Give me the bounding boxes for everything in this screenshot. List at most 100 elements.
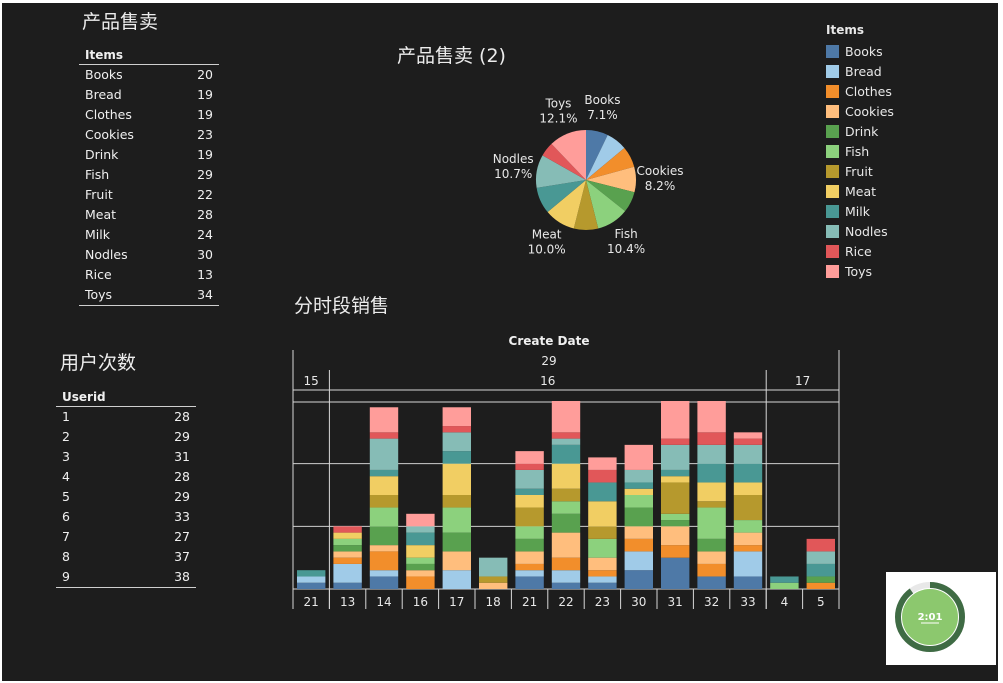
- bar-segment[interactable]: [697, 551, 726, 564]
- bar-segment[interactable]: [333, 532, 362, 539]
- bar-segment[interactable]: [661, 513, 690, 521]
- bar-segment[interactable]: [515, 563, 544, 571]
- legend-item[interactable]: Nodles: [826, 221, 894, 241]
- bar-segment[interactable]: [333, 545, 362, 552]
- legend-item[interactable]: Books: [826, 41, 894, 61]
- bar-segment[interactable]: [515, 507, 544, 527]
- bar-segment[interactable]: [515, 551, 544, 564]
- bar-segment[interactable]: [661, 469, 690, 477]
- bar-segment[interactable]: [733, 463, 763, 483]
- legend-item[interactable]: Milk: [826, 201, 894, 221]
- bar-segment[interactable]: [442, 551, 471, 571]
- bar-segment[interactable]: [806, 576, 835, 583]
- legend-item[interactable]: Drink: [826, 121, 894, 141]
- bar-segment[interactable]: [661, 476, 690, 483]
- bar-segment[interactable]: [551, 444, 581, 464]
- bar-segment[interactable]: [369, 438, 399, 470]
- bar-segment[interactable]: [406, 570, 435, 577]
- bar-segment[interactable]: [442, 407, 471, 427]
- bar-segment[interactable]: [515, 570, 544, 577]
- bar-segment[interactable]: [733, 432, 763, 439]
- bar-segment[interactable]: [369, 576, 399, 589]
- legend-item[interactable]: Meat: [826, 181, 894, 201]
- pie-slice[interactable]: [586, 134, 625, 180]
- bar-segment[interactable]: [406, 557, 435, 564]
- bar-segment[interactable]: [515, 576, 544, 589]
- bar-segment[interactable]: [661, 438, 690, 445]
- timer-widget[interactable]: 2:01: [886, 572, 996, 665]
- bar-segment[interactable]: [297, 582, 326, 589]
- pie-slice[interactable]: [586, 130, 608, 180]
- bar-segment[interactable]: [588, 482, 617, 502]
- bar-segment[interactable]: [442, 426, 471, 433]
- bar-segment[interactable]: [733, 482, 763, 495]
- bar-segment[interactable]: [406, 576, 435, 589]
- bar-segment[interactable]: [406, 545, 435, 558]
- bar-segment[interactable]: [369, 545, 399, 552]
- bar-segment[interactable]: [551, 532, 581, 558]
- bar-segment[interactable]: [479, 576, 508, 583]
- bar-segment[interactable]: [697, 463, 726, 483]
- bar-segment[interactable]: [661, 482, 690, 514]
- bar-segment[interactable]: [588, 570, 617, 577]
- bar-segment[interactable]: [551, 438, 581, 445]
- bar-segment[interactable]: [661, 401, 690, 439]
- bar-segment[interactable]: [588, 501, 617, 527]
- bar-segment[interactable]: [806, 551, 835, 564]
- legend-item[interactable]: Fish: [826, 141, 894, 161]
- bar-segment[interactable]: [697, 482, 726, 502]
- bar-segment[interactable]: [515, 488, 544, 495]
- bar-segment[interactable]: [442, 451, 471, 464]
- bar-segment[interactable]: [806, 563, 835, 577]
- bar-segment[interactable]: [442, 507, 471, 533]
- pie-slice[interactable]: [586, 180, 626, 229]
- bar-segment[interactable]: [333, 538, 362, 546]
- bar-segment[interactable]: [770, 582, 799, 589]
- bar-segment[interactable]: [551, 488, 581, 502]
- bar-segment[interactable]: [406, 526, 435, 533]
- bar-segment[interactable]: [588, 457, 617, 470]
- bar-segment[interactable]: [333, 582, 362, 589]
- bar-segment[interactable]: [806, 538, 835, 552]
- legend-item[interactable]: Clothes: [826, 81, 894, 101]
- bar-segment[interactable]: [442, 570, 471, 589]
- legend-item[interactable]: Fruit: [826, 161, 894, 181]
- bar-segment[interactable]: [551, 513, 581, 533]
- bar-segment[interactable]: [697, 432, 726, 445]
- bar-segment[interactable]: [333, 526, 362, 533]
- bar-segment[interactable]: [588, 526, 617, 539]
- bar-segment[interactable]: [442, 495, 471, 508]
- bar-segment[interactable]: [551, 557, 581, 571]
- pie-slice[interactable]: [551, 130, 586, 180]
- bar-segment[interactable]: [369, 551, 399, 571]
- bar-segment[interactable]: [406, 513, 435, 527]
- bar-segment[interactable]: [697, 501, 726, 508]
- bar-segment[interactable]: [733, 551, 763, 577]
- bar-segment[interactable]: [624, 495, 653, 508]
- legend-item[interactable]: Rice: [826, 241, 894, 261]
- bar-segment[interactable]: [406, 532, 435, 546]
- bar-segment[interactable]: [733, 520, 763, 533]
- bar-segment[interactable]: [624, 488, 653, 495]
- bar-segment[interactable]: [551, 582, 581, 589]
- bar-segment[interactable]: [588, 538, 617, 558]
- bar-segment[interactable]: [624, 444, 653, 470]
- bar-segment[interactable]: [333, 551, 362, 558]
- bar-segment[interactable]: [369, 507, 399, 527]
- bar-segment[interactable]: [551, 463, 581, 489]
- bar-segment[interactable]: [624, 526, 653, 539]
- legend-item[interactable]: Toys: [826, 261, 894, 281]
- bar-segment[interactable]: [551, 501, 581, 514]
- bar-segment[interactable]: [551, 570, 581, 583]
- bar-segment[interactable]: [661, 557, 690, 589]
- bar-segment[interactable]: [697, 576, 726, 589]
- bar-segment[interactable]: [588, 469, 617, 483]
- bar-segment[interactable]: [369, 407, 399, 433]
- bar-segment[interactable]: [515, 463, 544, 470]
- bar-segment[interactable]: [624, 570, 653, 589]
- bar-segment[interactable]: [661, 526, 690, 546]
- bar-segment[interactable]: [624, 538, 653, 552]
- bar-segment[interactable]: [733, 576, 763, 589]
- bar-segment[interactable]: [624, 507, 653, 527]
- bar-segment[interactable]: [733, 495, 763, 521]
